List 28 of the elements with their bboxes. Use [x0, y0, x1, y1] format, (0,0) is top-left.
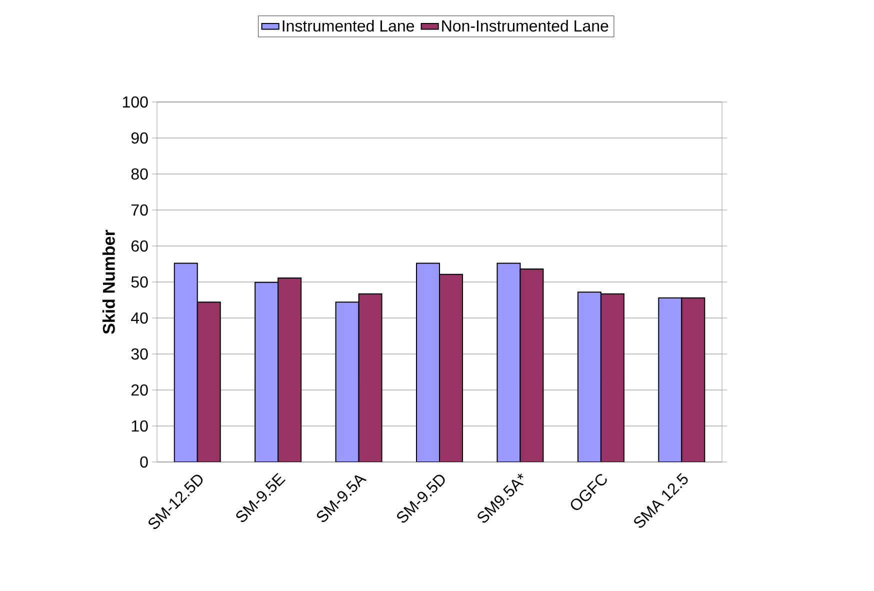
bar [520, 268, 544, 462]
bar [439, 274, 464, 462]
bar [335, 302, 360, 462]
bar [254, 282, 279, 462]
y-tick-label: 30 [131, 348, 148, 360]
bar [681, 297, 706, 462]
y-tick-label: 70 [131, 204, 148, 216]
y-tick-label: 0 [140, 456, 148, 468]
bar [577, 292, 602, 462]
bar [358, 293, 382, 462]
y-axis-title: Skid Number [102, 230, 115, 334]
bar [600, 293, 624, 462]
legend-label: Non-Instrumented Lane [442, 20, 608, 32]
legend-label: Instrumented Lane [282, 20, 414, 32]
bar [278, 278, 302, 462]
y-tick-label: 10 [132, 420, 148, 432]
y-tick-label: 100 [123, 96, 148, 108]
y-tick-label: 40 [131, 312, 148, 324]
y-tick-label: 50 [131, 276, 148, 288]
bar [196, 302, 221, 462]
bar [416, 262, 440, 462]
y-tick-label: 80 [131, 168, 148, 180]
bar [658, 297, 682, 462]
y-tick-label: 20 [131, 384, 148, 396]
bar [174, 262, 198, 462]
y-tick-label: 90 [131, 132, 148, 144]
y-tick-label: 60 [131, 240, 148, 252]
bar [496, 262, 521, 462]
